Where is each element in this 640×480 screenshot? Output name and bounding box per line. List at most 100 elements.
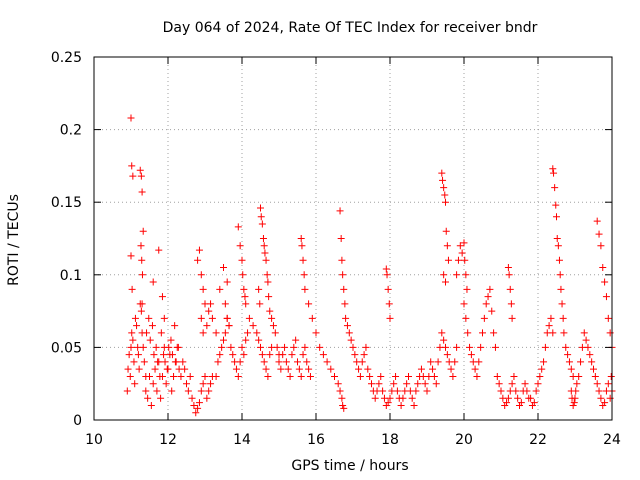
data-point [323, 358, 331, 366]
data-point [225, 322, 233, 330]
data-point [338, 256, 346, 264]
data-point [488, 307, 496, 315]
data-point [284, 365, 292, 373]
axis-ticks [93, 56, 613, 421]
data-point [212, 329, 220, 337]
data-point [508, 314, 516, 322]
data-point [300, 271, 308, 279]
data-point [306, 372, 314, 380]
data-point [257, 213, 265, 221]
data-point [454, 256, 462, 264]
data-point [236, 242, 244, 250]
data-point [507, 300, 515, 308]
data-point [316, 343, 324, 351]
data-point [197, 387, 205, 395]
data-point [281, 343, 289, 351]
data-point [242, 336, 250, 344]
data-point [266, 307, 274, 315]
data-point [550, 169, 558, 177]
data-point [265, 293, 273, 301]
data-point [471, 365, 479, 373]
data-point [128, 329, 136, 337]
data-point [157, 394, 165, 402]
data-point [482, 300, 490, 308]
data-point [347, 336, 355, 344]
data-point [447, 365, 455, 373]
data-point [125, 351, 133, 359]
data-point [214, 358, 222, 366]
data-point [157, 329, 165, 337]
data-point [385, 300, 393, 308]
x-tick-label: 14 [233, 432, 251, 448]
data-point [377, 372, 385, 380]
data-point [430, 372, 438, 380]
data-point [123, 387, 131, 395]
data-point [379, 387, 387, 395]
data-point [146, 372, 153, 380]
data-point [451, 358, 459, 366]
data-point [547, 314, 555, 322]
data-point [334, 380, 342, 388]
data-point [429, 365, 437, 373]
data-point [255, 336, 263, 344]
data-point [570, 399, 578, 407]
data-point [165, 343, 173, 351]
data-point [212, 372, 220, 380]
data-point [240, 285, 248, 293]
data-point [480, 314, 488, 322]
data-point [163, 365, 171, 373]
data-point [443, 242, 451, 250]
data-point [337, 235, 345, 242]
data-point [223, 278, 231, 286]
data-point [124, 365, 132, 373]
data-point [140, 358, 148, 366]
data-point [508, 380, 516, 388]
data-point [229, 351, 237, 359]
data-point [549, 329, 557, 337]
data-point [199, 380, 207, 388]
y-tick-label: 0.15 [51, 195, 82, 211]
data-point [275, 358, 283, 366]
data-point [384, 285, 392, 293]
data-point [142, 387, 150, 395]
data-point [290, 343, 298, 351]
data-point [477, 343, 485, 351]
data-point [356, 372, 364, 380]
data-point [199, 285, 207, 293]
data-point [541, 343, 549, 351]
data-point [207, 300, 215, 308]
data-point [441, 191, 449, 199]
data-point [327, 365, 335, 373]
data-point [137, 172, 145, 180]
x-axis-label: GPS time / hours [291, 458, 408, 474]
data-point [263, 271, 271, 279]
data-point [351, 351, 359, 359]
data-point [221, 300, 229, 308]
data-point [305, 365, 313, 373]
data-point [133, 322, 141, 330]
data-point [591, 372, 599, 380]
data-point [410, 401, 418, 409]
x-tick-label: 24 [603, 432, 621, 448]
data-point [171, 322, 179, 330]
data-point [564, 351, 572, 359]
data-point [553, 235, 561, 242]
data-point [399, 394, 407, 402]
data-point [138, 300, 146, 308]
data-point [336, 387, 344, 395]
data-point [139, 227, 147, 235]
data-point [144, 394, 152, 402]
data-point [339, 271, 347, 279]
chart-title: Day 064 of 2024, Rate Of TEC Index for r… [163, 20, 538, 36]
data-point [336, 207, 344, 215]
data-point [467, 351, 475, 359]
data-point [358, 358, 366, 366]
data-point [261, 249, 269, 257]
data-point [295, 365, 303, 373]
data-point [305, 300, 313, 308]
x-tick-label: 12 [159, 432, 177, 448]
data-point [245, 314, 253, 322]
data-point [393, 387, 401, 395]
data-point [423, 387, 431, 395]
